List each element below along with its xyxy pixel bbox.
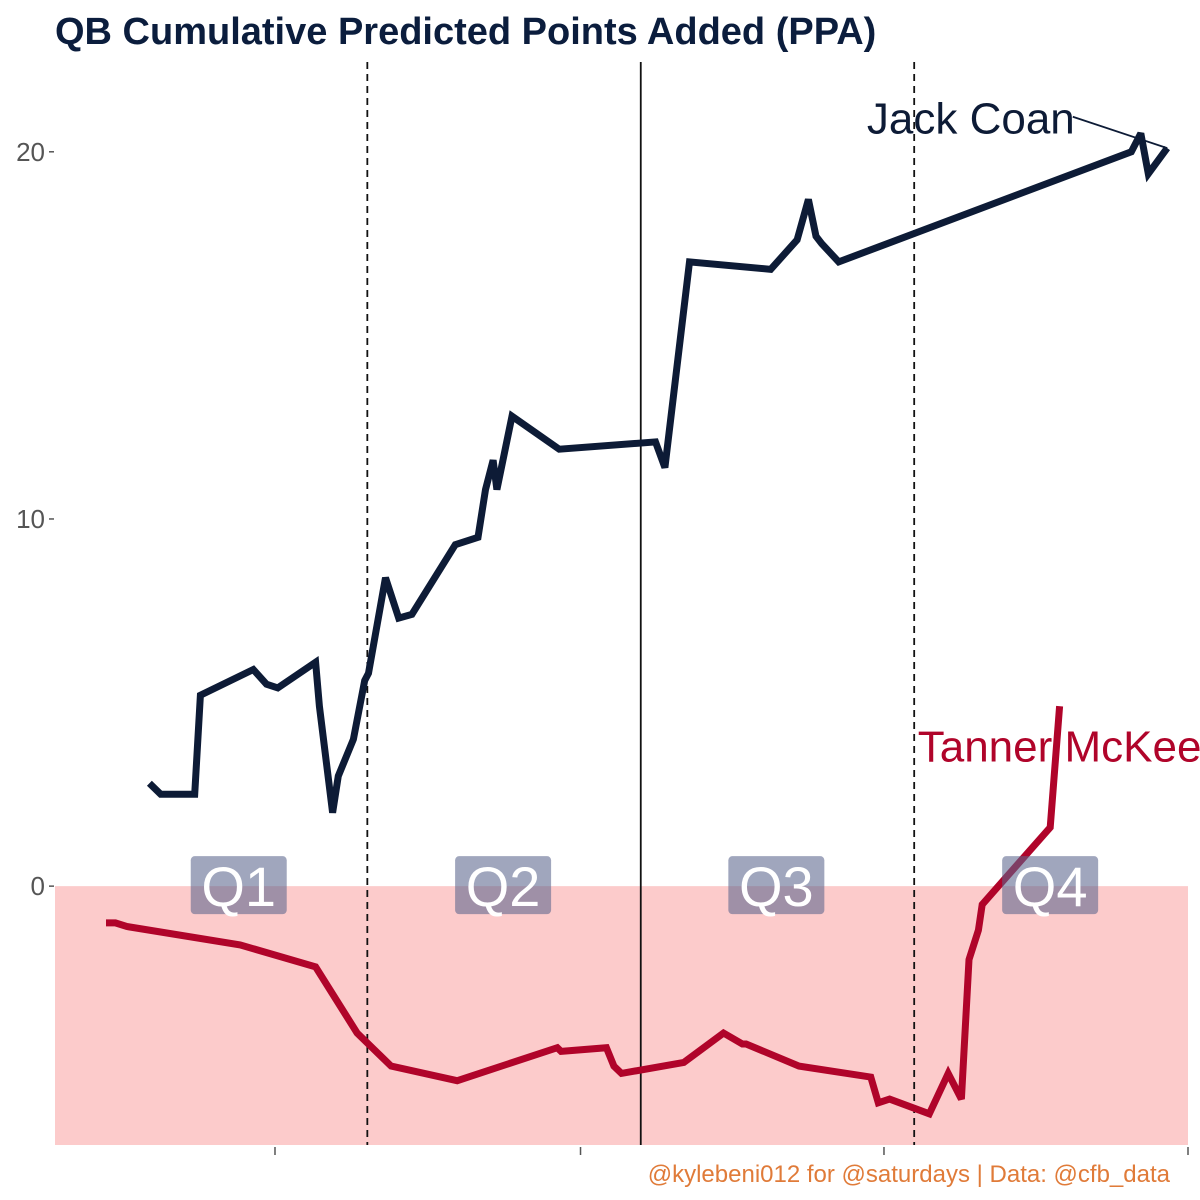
quarter-label-text: Q3	[739, 855, 814, 918]
quarter-label-box	[190, 856, 287, 915]
quarter-label-box	[728, 856, 825, 915]
quarter-label: Q1	[190, 855, 287, 918]
series-label-leader	[1072, 115, 1168, 149]
quarter-label-text: Q1	[201, 855, 276, 918]
quarter-labels: Q1 Q2 Q3 Q4	[190, 855, 1099, 918]
quarter-label: Q2	[455, 855, 552, 918]
negative-ppa-region	[55, 886, 1188, 1145]
quarter-label-box	[1002, 856, 1099, 915]
quarter-label-text: Q4	[1013, 855, 1088, 918]
series-labels: Jack Coan Tanner McKee	[867, 95, 1200, 772]
quarter-label: Q4	[1002, 855, 1099, 918]
series-line-jack-coan	[146, 131, 1171, 814]
y-tick-label: 20	[16, 137, 45, 167]
quarter-label-box	[455, 856, 552, 915]
chart-caption: @kylebeni012 for @saturdays | Data: @cfb…	[648, 1161, 1171, 1188]
quarter-label: Q3	[728, 855, 825, 918]
series-lines	[106, 131, 1171, 1119]
quarter-dividers	[366, 62, 916, 1145]
quarter-label-text: Q2	[466, 855, 541, 918]
chart-title: QB Cumulative Predicted Points Added (PP…	[55, 11, 876, 53]
y-tick-label: 10	[16, 504, 45, 534]
y-axis: 0 10 20	[16, 137, 54, 901]
series-line-tanner-mckee	[106, 705, 1064, 1119]
y-tick-label: 0	[31, 871, 45, 901]
series-label-jack-coan: Jack Coan	[867, 95, 1075, 144]
x-axis-ticks	[274, 1147, 1189, 1155]
series-label-tanner-mckee: Tanner McKee	[918, 723, 1200, 772]
